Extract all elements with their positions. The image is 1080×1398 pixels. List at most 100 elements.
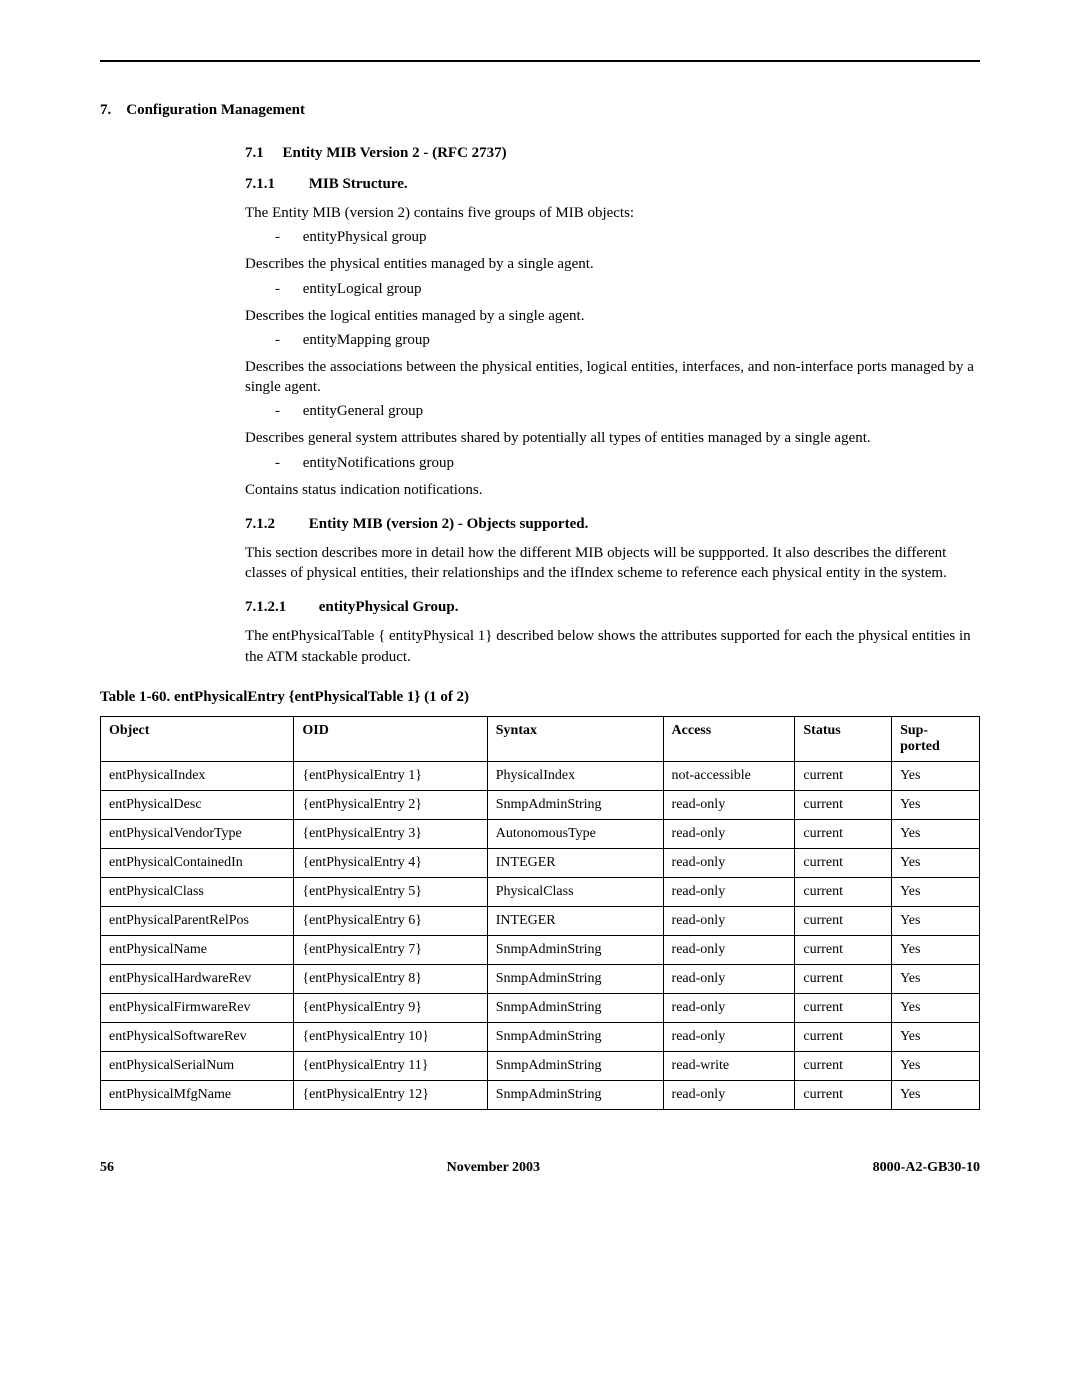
cell-status: current xyxy=(795,848,892,877)
cell-object: entPhysicalFirmwareRev xyxy=(101,993,294,1022)
table-row: entPhysicalParentRelPos{entPhysicalEntry… xyxy=(101,906,980,935)
para-1: The Entity MIB (version 2) contains five… xyxy=(245,203,980,223)
cell-oid: {entPhysicalEntry 8} xyxy=(294,964,487,993)
cell-syntax: SnmpAdminString xyxy=(487,993,663,1022)
cell-access: read-write xyxy=(663,1051,795,1080)
cell-supported: Yes xyxy=(892,848,980,877)
cell-object: entPhysicalSoftwareRev xyxy=(101,1022,294,1051)
cell-syntax: INTEGER xyxy=(487,848,663,877)
section-7-1-heading: 7.1 Entity MIB Version 2 - (RFC 2737) xyxy=(245,145,980,162)
th-supported: Sup-ported xyxy=(892,716,980,761)
cell-access: read-only xyxy=(663,993,795,1022)
table-row: entPhysicalFirmwareRev{entPhysicalEntry … xyxy=(101,993,980,1022)
para-8: The entPhysicalTable { entityPhysical 1}… xyxy=(245,626,980,667)
cell-oid: {entPhysicalEntry 3} xyxy=(294,819,487,848)
section-7-num: 7. xyxy=(100,102,111,119)
footer-docnum: 8000-A2-GB30-10 xyxy=(873,1160,980,1176)
cell-syntax: PhysicalClass xyxy=(487,877,663,906)
cell-object: entPhysicalClass xyxy=(101,877,294,906)
bullet-2-text: entityLogical group xyxy=(303,281,422,297)
cell-supported: Yes xyxy=(892,761,980,790)
section-7-1-1-heading: 7.1.1 MIB Structure. xyxy=(245,176,980,193)
bullet-4-text: entityGeneral group xyxy=(303,403,423,419)
section-7-heading: 7. Configuration Management xyxy=(100,102,980,119)
para-4: Describes the associations between the p… xyxy=(245,357,980,398)
cell-syntax: SnmpAdminString xyxy=(487,964,663,993)
cell-oid: {entPhysicalEntry 6} xyxy=(294,906,487,935)
cell-access: not-accessible xyxy=(663,761,795,790)
para-5: Describes general system attributes shar… xyxy=(245,428,980,448)
cell-syntax: SnmpAdminString xyxy=(487,1080,663,1109)
table-row: entPhysicalVendorType{entPhysicalEntry 3… xyxy=(101,819,980,848)
th-status: Status xyxy=(795,716,892,761)
bullet-3-text: entityMapping group xyxy=(303,332,430,348)
table-row: entPhysicalClass{entPhysicalEntry 5}Phys… xyxy=(101,877,980,906)
table-row: entPhysicalDesc{entPhysicalEntry 2}SnmpA… xyxy=(101,790,980,819)
section-7-1-2-1-heading: 7.1.2.1 entityPhysical Group. xyxy=(245,599,980,616)
cell-syntax: AutonomousType xyxy=(487,819,663,848)
para-6: Contains status indication notifications… xyxy=(245,480,980,500)
dash-icon: - xyxy=(275,281,299,298)
cell-oid: {entPhysicalEntry 1} xyxy=(294,761,487,790)
cell-supported: Yes xyxy=(892,964,980,993)
cell-status: current xyxy=(795,935,892,964)
para-3: Describes the logical entities managed b… xyxy=(245,306,980,326)
section-7-1-2-1-title: entityPhysical Group. xyxy=(319,599,459,615)
para-7: This section describes more in detail ho… xyxy=(245,543,980,584)
cell-status: current xyxy=(795,964,892,993)
entphysical-table: Object OID Syntax Access Status Sup-port… xyxy=(100,716,980,1110)
th-access: Access xyxy=(663,716,795,761)
cell-supported: Yes xyxy=(892,906,980,935)
cell-status: current xyxy=(795,993,892,1022)
bullet-3: - entityMapping group xyxy=(275,332,980,349)
cell-oid: {entPhysicalEntry 7} xyxy=(294,935,487,964)
cell-status: current xyxy=(795,906,892,935)
page-footer: 56 November 2003 8000-A2-GB30-10 xyxy=(100,1160,980,1176)
cell-access: read-only xyxy=(663,964,795,993)
cell-syntax: INTEGER xyxy=(487,906,663,935)
table-row: entPhysicalSerialNum{entPhysicalEntry 11… xyxy=(101,1051,980,1080)
section-7-title: Configuration Management xyxy=(126,102,305,118)
section-7-1-2-heading: 7.1.2 Entity MIB (version 2) - Objects s… xyxy=(245,516,980,533)
cell-object: entPhysicalParentRelPos xyxy=(101,906,294,935)
cell-supported: Yes xyxy=(892,819,980,848)
cell-object: entPhysicalDesc xyxy=(101,790,294,819)
cell-object: entPhysicalContainedIn xyxy=(101,848,294,877)
cell-supported: Yes xyxy=(892,1051,980,1080)
bullet-1: - entityPhysical group xyxy=(275,229,980,246)
cell-status: current xyxy=(795,877,892,906)
cell-object: entPhysicalHardwareRev xyxy=(101,964,294,993)
bullet-4: - entityGeneral group xyxy=(275,403,980,420)
table-header-row: Object OID Syntax Access Status Sup-port… xyxy=(101,716,980,761)
cell-status: current xyxy=(795,761,892,790)
cell-oid: {entPhysicalEntry 9} xyxy=(294,993,487,1022)
cell-object: entPhysicalMfgName xyxy=(101,1080,294,1109)
cell-object: entPhysicalVendorType xyxy=(101,819,294,848)
table-row: entPhysicalContainedIn{entPhysicalEntry … xyxy=(101,848,980,877)
cell-access: read-only xyxy=(663,877,795,906)
table-caption: Table 1-60. entPhysicalEntry {entPhysica… xyxy=(100,689,980,706)
cell-supported: Yes xyxy=(892,993,980,1022)
cell-access: read-only xyxy=(663,848,795,877)
bullet-1-text: entityPhysical group xyxy=(303,229,427,245)
section-7-1-1-num: 7.1.1 xyxy=(245,176,305,193)
cell-oid: {entPhysicalEntry 11} xyxy=(294,1051,487,1080)
cell-syntax: SnmpAdminString xyxy=(487,1022,663,1051)
cell-access: read-only xyxy=(663,1022,795,1051)
para-2: Describes the physical entities managed … xyxy=(245,254,980,274)
cell-oid: {entPhysicalEntry 2} xyxy=(294,790,487,819)
cell-access: read-only xyxy=(663,906,795,935)
th-syntax: Syntax xyxy=(487,716,663,761)
cell-object: entPhysicalName xyxy=(101,935,294,964)
cell-syntax: SnmpAdminString xyxy=(487,1051,663,1080)
section-7-1-2-num: 7.1.2 xyxy=(245,516,305,533)
cell-supported: Yes xyxy=(892,790,980,819)
bullet-5-text: entityNotifications group xyxy=(303,455,454,471)
cell-oid: {entPhysicalEntry 12} xyxy=(294,1080,487,1109)
th-object: Object xyxy=(101,716,294,761)
cell-status: current xyxy=(795,1051,892,1080)
section-7-1-num: 7.1 xyxy=(245,145,264,161)
cell-supported: Yes xyxy=(892,1080,980,1109)
cell-access: read-only xyxy=(663,819,795,848)
footer-date: November 2003 xyxy=(447,1160,540,1176)
